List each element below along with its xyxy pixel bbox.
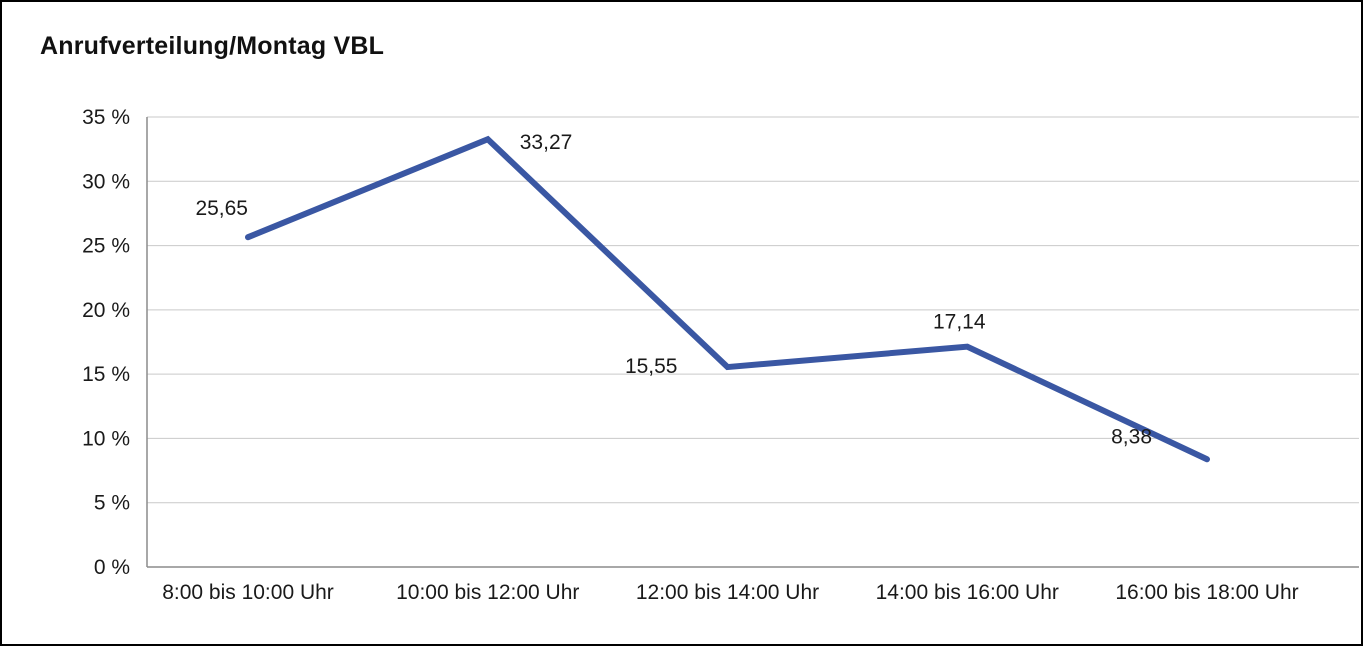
x-tick-label: 8:00 bis 10:00 Uhr [162,581,334,604]
y-tick-label: 25 % [82,235,130,258]
data-point-label: 15,55 [625,355,678,378]
y-tick-label: 35 % [82,106,130,129]
data-point-label: 8,38 [1111,425,1152,448]
y-tick-label: 20 % [82,299,130,322]
y-tick-label: 10 % [82,427,130,450]
data-point-label: 17,14 [933,311,986,334]
chart-title: Anrufverteilung/Montag VBL [40,32,385,60]
y-tick-label: 0 % [94,556,130,579]
x-tick-label: 14:00 bis 16:00 Uhr [876,581,1059,604]
x-tick-label: 16:00 bis 18:00 Uhr [1115,581,1298,604]
y-tick-label: 15 % [82,363,130,386]
series-line [245,135,1210,463]
x-tick-label: 12:00 bis 14:00 Uhr [636,581,819,604]
x-tick-label: 10:00 bis 12:00 Uhr [396,581,579,604]
data-point-label: 25,65 [195,197,248,220]
y-tick-label: 5 % [94,492,130,515]
y-tick-label: 30 % [82,170,130,193]
data-point-label: 33,27 [520,131,573,154]
